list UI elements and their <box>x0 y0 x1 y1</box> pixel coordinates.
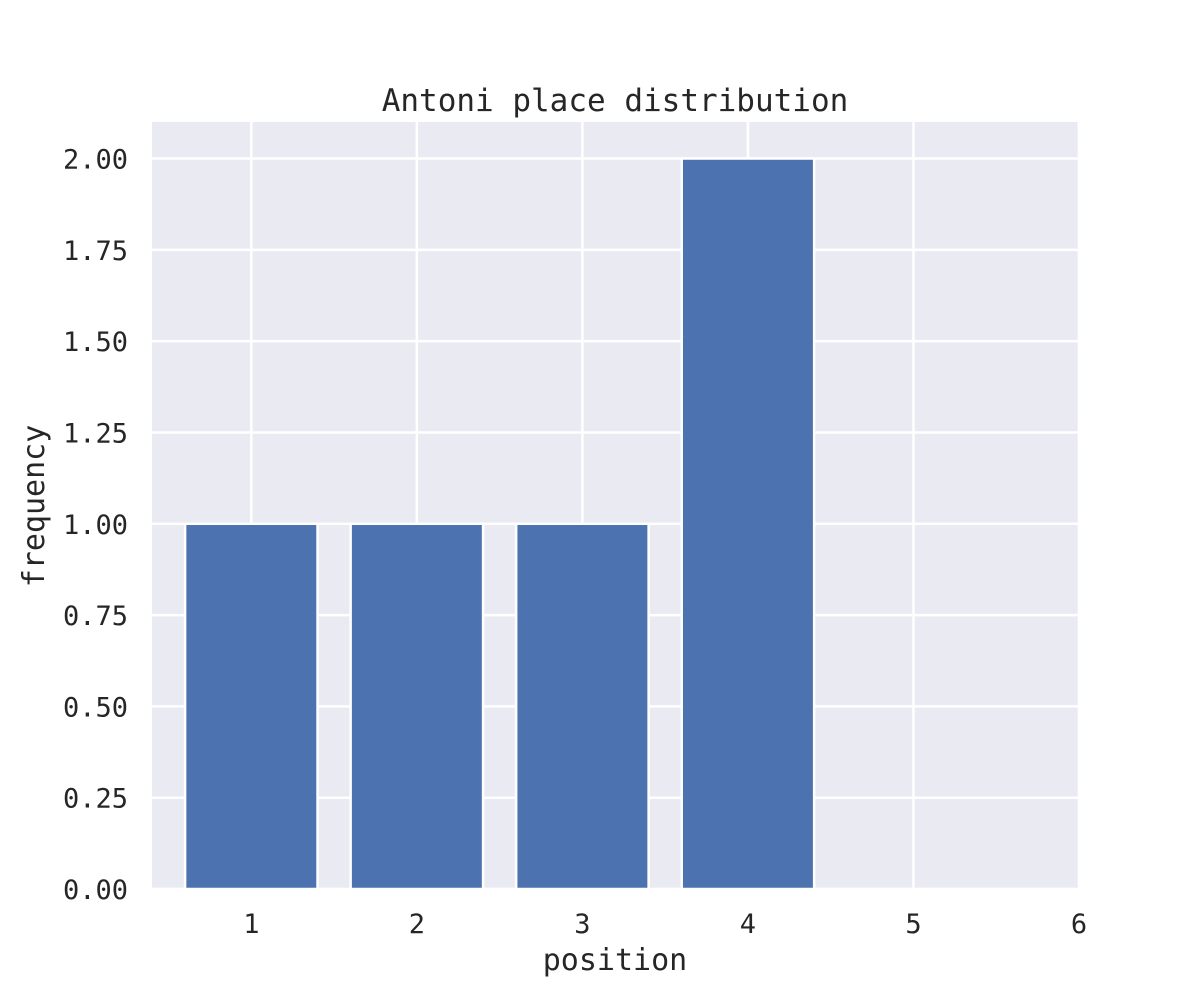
x-tick-label: 4 <box>740 909 756 940</box>
bars <box>183 157 816 891</box>
x-axis-label: position <box>543 943 688 978</box>
y-tick-labels: 0.00 0.25 0.50 0.75 1.00 1.25 1.50 1.75 2.00 <box>63 145 128 906</box>
x-tick-labels: 1 2 3 4 5 6 <box>243 909 1087 940</box>
y-tick-label: 0.25 <box>63 784 128 815</box>
x-tick-label: 3 <box>574 909 590 940</box>
y-tick-label: 1.00 <box>63 510 128 541</box>
y-tick-label: 0.00 <box>63 875 128 906</box>
x-tick-label: 1 <box>243 909 259 940</box>
y-tick-label: 1.25 <box>63 418 128 449</box>
bar-position-1 <box>183 522 319 891</box>
bar-position-3 <box>514 522 650 891</box>
y-tick-label: 0.75 <box>63 601 128 632</box>
x-tick-label: 6 <box>1071 909 1087 940</box>
y-tick-label: 0.50 <box>63 692 128 723</box>
x-tick-label: 5 <box>905 909 921 940</box>
y-tick-label: 1.50 <box>63 327 128 358</box>
x-tick-label: 2 <box>409 909 425 940</box>
y-tick-label: 1.75 <box>63 236 128 267</box>
chart-title: Antoni place distribution <box>382 83 849 119</box>
y-tick-label: 2.00 <box>63 145 128 176</box>
bar-position-4 <box>680 157 816 891</box>
y-axis-label: frequency <box>17 425 52 588</box>
bar-position-2 <box>349 522 485 891</box>
